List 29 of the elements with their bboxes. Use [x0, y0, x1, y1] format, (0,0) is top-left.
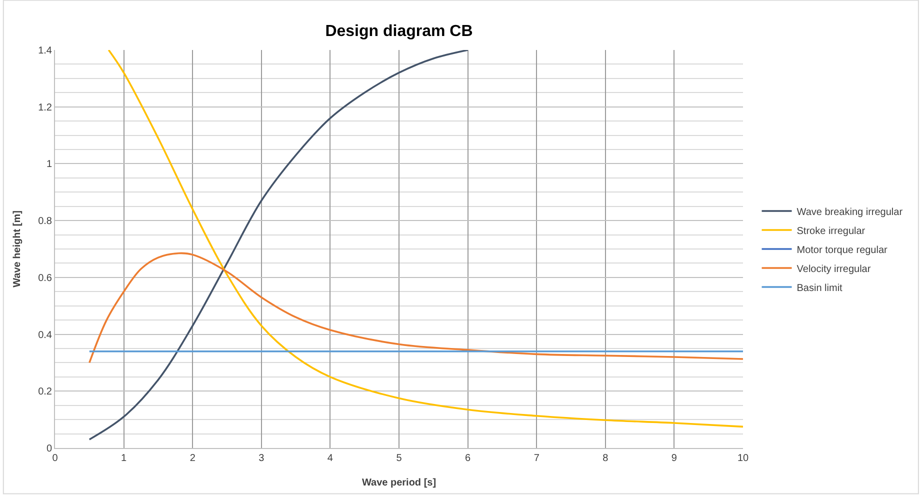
y-tick-label: 1: [46, 159, 52, 170]
legend-label: Stroke irregular: [796, 226, 866, 237]
y-tick-label: 1.2: [38, 102, 52, 114]
x-axis-title: Wave period [s]: [362, 478, 436, 488]
y-axis-title: Wave height [m]: [12, 210, 24, 288]
y-tick-label: 0.4: [38, 330, 52, 341]
line-series: [88, 50, 469, 440]
x-tick-label: 9: [671, 453, 678, 464]
y-tick-label: 0.8: [38, 216, 52, 228]
x-tick-label: 1: [121, 453, 128, 464]
x-tick-label: 3: [258, 453, 265, 464]
legend-label: Wave breaking irregular: [796, 206, 904, 218]
legend-label: Basin limit: [796, 282, 843, 294]
x-tick-label: 7: [534, 453, 540, 464]
chart-title: Design diagram CB: [325, 23, 473, 40]
y-tick-label: 0.2: [38, 386, 52, 398]
x-tick-label: 10: [737, 453, 749, 464]
line-series: [108, 50, 743, 428]
x-tick-label: 8: [602, 453, 609, 464]
x-tick-label: 4: [327, 453, 334, 464]
line-series: [88, 252, 743, 364]
x-tick-label: 6: [465, 453, 472, 464]
x-tick-label: 2: [190, 453, 196, 464]
y-tick-label: 0: [46, 444, 52, 454]
y-tick-label: 1.4: [38, 46, 52, 56]
x-tick-label: 5: [396, 453, 402, 464]
y-tick-label: 0.6: [38, 272, 52, 284]
legend-label: Motor torque regular: [796, 244, 888, 256]
legend-label: Velocity irregular: [796, 264, 872, 275]
